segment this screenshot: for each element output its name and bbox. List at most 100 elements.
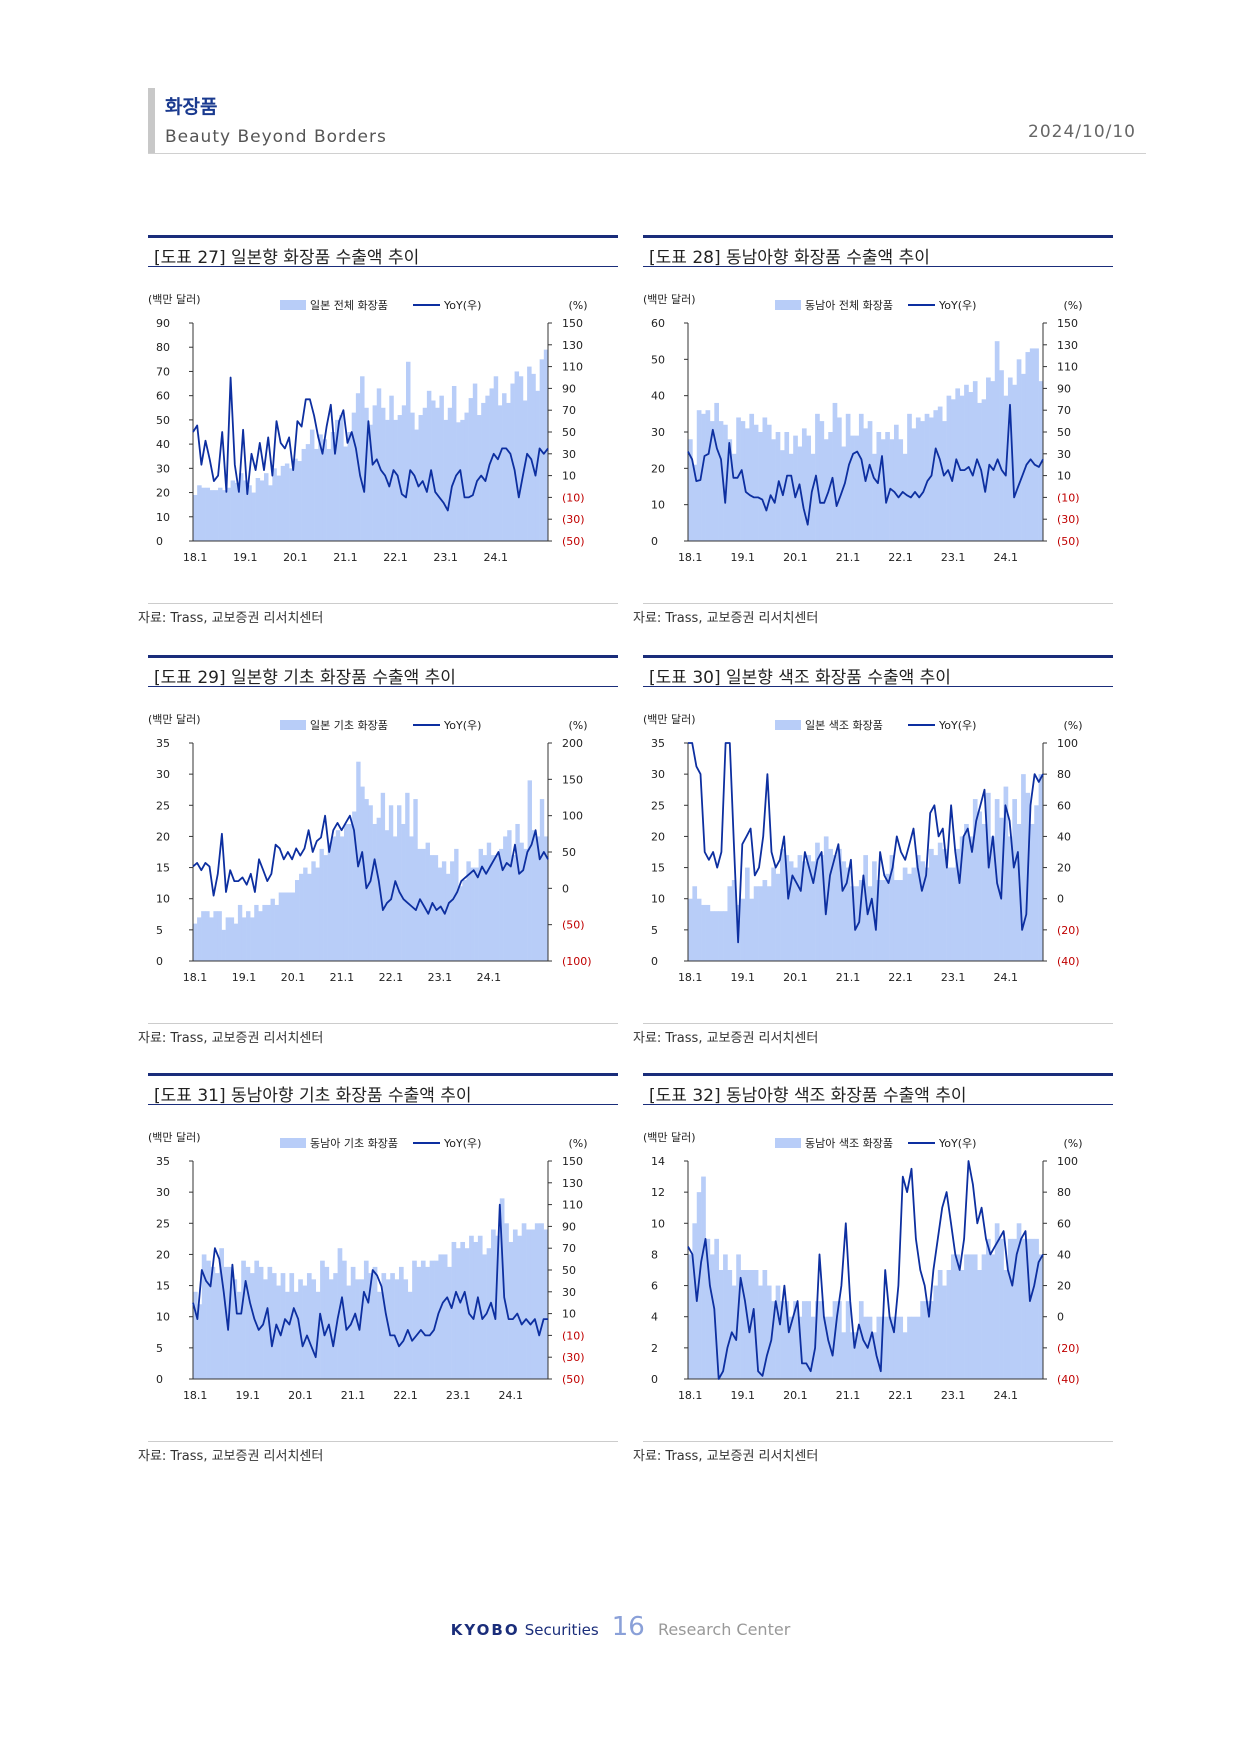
left-tick-label: 20 bbox=[156, 830, 170, 843]
right-tick-label: 30 bbox=[1057, 448, 1071, 461]
bar-mark bbox=[753, 886, 759, 961]
bar-mark bbox=[447, 1266, 452, 1379]
bar-mark bbox=[915, 1316, 921, 1379]
bar-mark bbox=[426, 390, 432, 541]
source-note: 자료: Trass, 교보증권 리서치센터 bbox=[138, 1449, 324, 1464]
bar-mark bbox=[507, 830, 512, 961]
bar-mark bbox=[898, 1316, 904, 1379]
bar-mark bbox=[495, 1235, 501, 1379]
bar-mark bbox=[924, 1301, 930, 1379]
bar-mark bbox=[451, 1241, 457, 1379]
bar-mark bbox=[429, 1260, 435, 1379]
bar-mark bbox=[709, 421, 715, 541]
bar-mark bbox=[213, 490, 219, 541]
bar-mark bbox=[307, 873, 312, 961]
bar-mark bbox=[289, 1273, 295, 1379]
bar-mark bbox=[346, 1285, 352, 1379]
bar-mark bbox=[815, 413, 820, 541]
bar-mark bbox=[863, 855, 868, 961]
bar-mark bbox=[360, 376, 365, 541]
bar-mark bbox=[246, 911, 251, 961]
bar-mark bbox=[398, 1266, 404, 1379]
bar-mark bbox=[744, 428, 750, 541]
bar-mark bbox=[885, 873, 890, 961]
bar-mark bbox=[263, 1279, 268, 1379]
bar-mark bbox=[299, 873, 304, 961]
bar-mark bbox=[959, 1270, 965, 1379]
bar-mark bbox=[749, 413, 755, 541]
bar-mark bbox=[994, 341, 1000, 541]
bar-mark bbox=[470, 867, 475, 961]
bar-mark bbox=[206, 1260, 211, 1379]
chart-31: (백만 달러) (%) 동남아 기초 화장품 YoY(우) 0 5 10 15 20 25 30 35… bbox=[148, 1131, 588, 1402]
bar-mark bbox=[714, 911, 719, 961]
bar-mark bbox=[806, 1301, 812, 1379]
figure-title: [도표 27] 일본향 화장품 수출액 추이 bbox=[154, 248, 420, 268]
bar-mark bbox=[454, 848, 459, 961]
x-tick-label: 20.1 bbox=[783, 551, 808, 564]
left-tick-label: 20 bbox=[156, 1248, 170, 1261]
bar-mark bbox=[293, 458, 298, 541]
bar-mark bbox=[233, 923, 239, 961]
legend-line-label: YoY(우) bbox=[938, 299, 976, 312]
bar-mark bbox=[749, 898, 755, 961]
x-tick-label: 21.1 bbox=[333, 551, 358, 564]
left-tick-label: 30 bbox=[651, 426, 665, 439]
bar-mark bbox=[539, 799, 545, 961]
left-tick-label: 50 bbox=[651, 353, 665, 366]
bar-mark bbox=[788, 861, 794, 961]
bar-mark bbox=[295, 880, 300, 961]
right-tick-label: 10 bbox=[562, 470, 576, 483]
bar-mark bbox=[841, 1332, 847, 1379]
bar-mark bbox=[511, 855, 516, 961]
bar-mark bbox=[221, 929, 226, 961]
bar-mark bbox=[1012, 799, 1017, 961]
bar-mark bbox=[414, 429, 419, 541]
bar-mark bbox=[876, 432, 882, 541]
right-tick-label: 0 bbox=[562, 882, 569, 895]
bar-mark bbox=[977, 1270, 982, 1379]
bar-mark bbox=[950, 1254, 956, 1379]
bar-mark bbox=[850, 435, 855, 541]
bar-mark bbox=[462, 880, 467, 961]
bar-mark bbox=[468, 398, 474, 541]
bar-mark bbox=[819, 1301, 825, 1379]
bar-mark bbox=[780, 848, 785, 961]
bar-mark bbox=[876, 880, 882, 961]
right-tick-label: (100) bbox=[562, 955, 592, 968]
legend-line-label: YoY(우) bbox=[938, 1137, 976, 1150]
bar-mark bbox=[727, 886, 733, 961]
bar-mark bbox=[314, 448, 319, 541]
source-note: 자료: Trass, 교보증권 리서치센터 bbox=[633, 1031, 819, 1046]
x-tick-label: 18.1 bbox=[183, 551, 208, 564]
x-tick-label: 24.1 bbox=[498, 1389, 523, 1402]
bar-mark bbox=[968, 392, 974, 541]
legend-bar-swatch bbox=[775, 720, 801, 730]
bar-mark bbox=[709, 911, 715, 961]
left-tick-label: 60 bbox=[156, 390, 170, 403]
x-tick-label: 24.1 bbox=[993, 971, 1018, 984]
right-tick-label: 80 bbox=[1057, 768, 1071, 781]
bar-mark bbox=[270, 898, 275, 961]
bar-mark bbox=[837, 1301, 842, 1379]
left-tick-label: 10 bbox=[156, 1311, 170, 1324]
right-tick-label: (30) bbox=[1057, 513, 1080, 526]
bar-mark bbox=[744, 1270, 750, 1379]
bar-mark bbox=[688, 898, 693, 961]
bar-mark bbox=[217, 911, 222, 961]
bar-mark bbox=[858, 413, 864, 541]
bar-mark bbox=[718, 1270, 724, 1379]
yoy-line bbox=[192, 376, 549, 512]
bar-mark bbox=[885, 1316, 890, 1379]
bar-mark bbox=[1025, 352, 1031, 541]
bar-mark bbox=[193, 494, 198, 541]
right-tick-label: 90 bbox=[1057, 382, 1071, 395]
bar-mark bbox=[810, 1316, 816, 1379]
right-tick-label: 40 bbox=[1057, 1248, 1071, 1261]
bar-mark bbox=[1012, 1238, 1017, 1379]
bar-mark bbox=[293, 1291, 299, 1379]
right-tick-label: 130 bbox=[562, 1177, 583, 1190]
bar-mark bbox=[521, 1223, 527, 1379]
right-axis-unit: (%) bbox=[568, 299, 587, 312]
bar-mark bbox=[360, 786, 365, 961]
